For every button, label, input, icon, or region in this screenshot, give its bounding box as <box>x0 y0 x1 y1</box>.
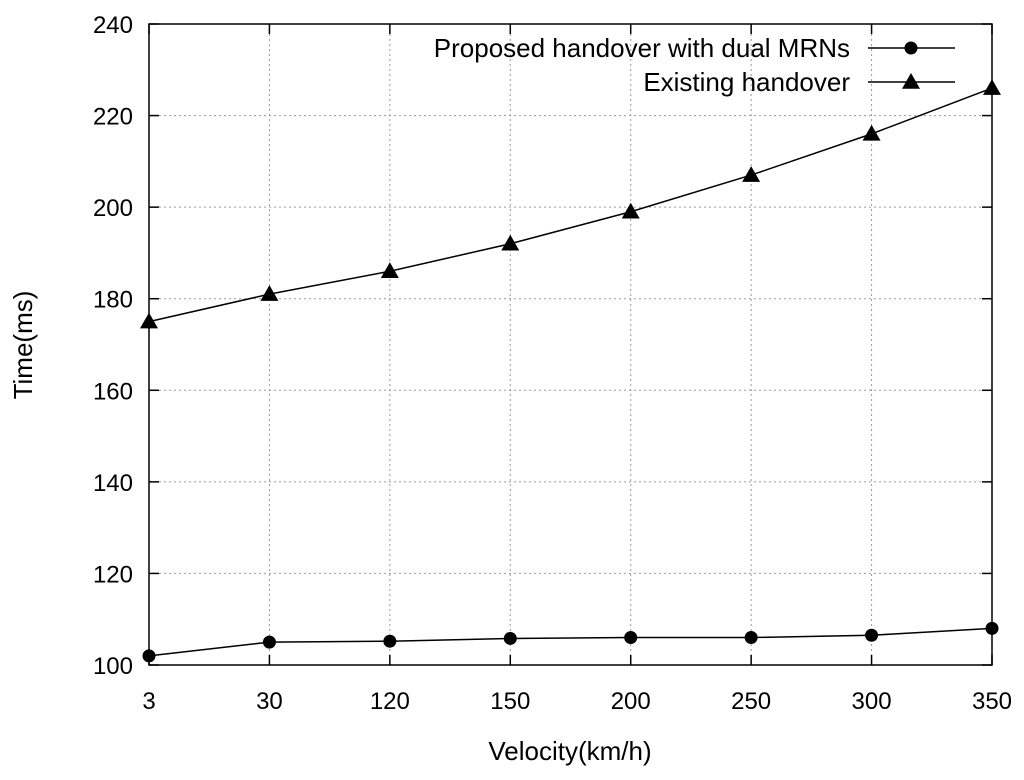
data-point-triangle <box>501 234 520 251</box>
series-line <box>148 87 993 323</box>
x-tick-label: 200 <box>611 688 651 715</box>
grid-lines <box>149 24 992 665</box>
legend-marker-triangle <box>902 73 920 89</box>
data-point-triangle <box>380 262 399 278</box>
y-tick-label: 240 <box>93 12 133 39</box>
y-axis-title: Time(ms) <box>8 291 38 400</box>
x-axis-title: Velocity(km/h) <box>488 736 651 766</box>
data-point-triangle <box>260 285 279 301</box>
legend-marker-circle <box>904 41 918 55</box>
axis-ticks: 100 120 140 160 180 200 220 240 3 30 120 150 200 250 3… <box>93 12 1012 715</box>
legend-label: Proposed handover with dual MRNs <box>434 33 850 63</box>
x-tick-label: 250 <box>731 688 771 715</box>
data-point-circle <box>865 628 879 642</box>
data-point-circle <box>503 631 517 645</box>
data-point-circle <box>383 634 397 648</box>
y-tick-label: 160 <box>93 378 133 405</box>
series-line <box>148 627 993 657</box>
data-point-triangle <box>742 166 761 182</box>
data-point-triangle <box>621 202 640 219</box>
legend: Proposed handover with dual MRNs Existing… <box>434 33 955 97</box>
x-tick-label: 150 <box>490 688 530 715</box>
legend-label: Existing handover <box>643 67 850 97</box>
data-point-circle <box>985 621 999 635</box>
x-tick-label: 3 <box>142 688 155 715</box>
y-tick-label: 180 <box>93 287 133 314</box>
series-proposed-handover <box>142 621 999 663</box>
y-tick-label: 200 <box>93 195 133 222</box>
plot-frame <box>148 23 993 666</box>
y-tick-label: 140 <box>93 470 133 497</box>
x-tick-label: 30 <box>256 688 283 715</box>
data-point-circle <box>624 631 638 645</box>
data-point-circle <box>744 631 758 645</box>
data-point-triangle <box>862 124 881 141</box>
x-tick-label: 300 <box>852 688 892 715</box>
y-tick-label: 120 <box>93 561 133 588</box>
x-tick-label: 120 <box>370 688 410 715</box>
data-point-circle <box>262 635 276 649</box>
data-series <box>140 79 1001 663</box>
y-tick-label: 220 <box>93 104 133 131</box>
data-point-triangle <box>983 79 1001 95</box>
data-point-triangle <box>140 312 158 329</box>
y-tick-label: 100 <box>93 653 133 680</box>
x-tick-label: 350 <box>972 688 1012 715</box>
series-existing-handover <box>140 79 1001 329</box>
data-point-circle <box>142 649 156 663</box>
